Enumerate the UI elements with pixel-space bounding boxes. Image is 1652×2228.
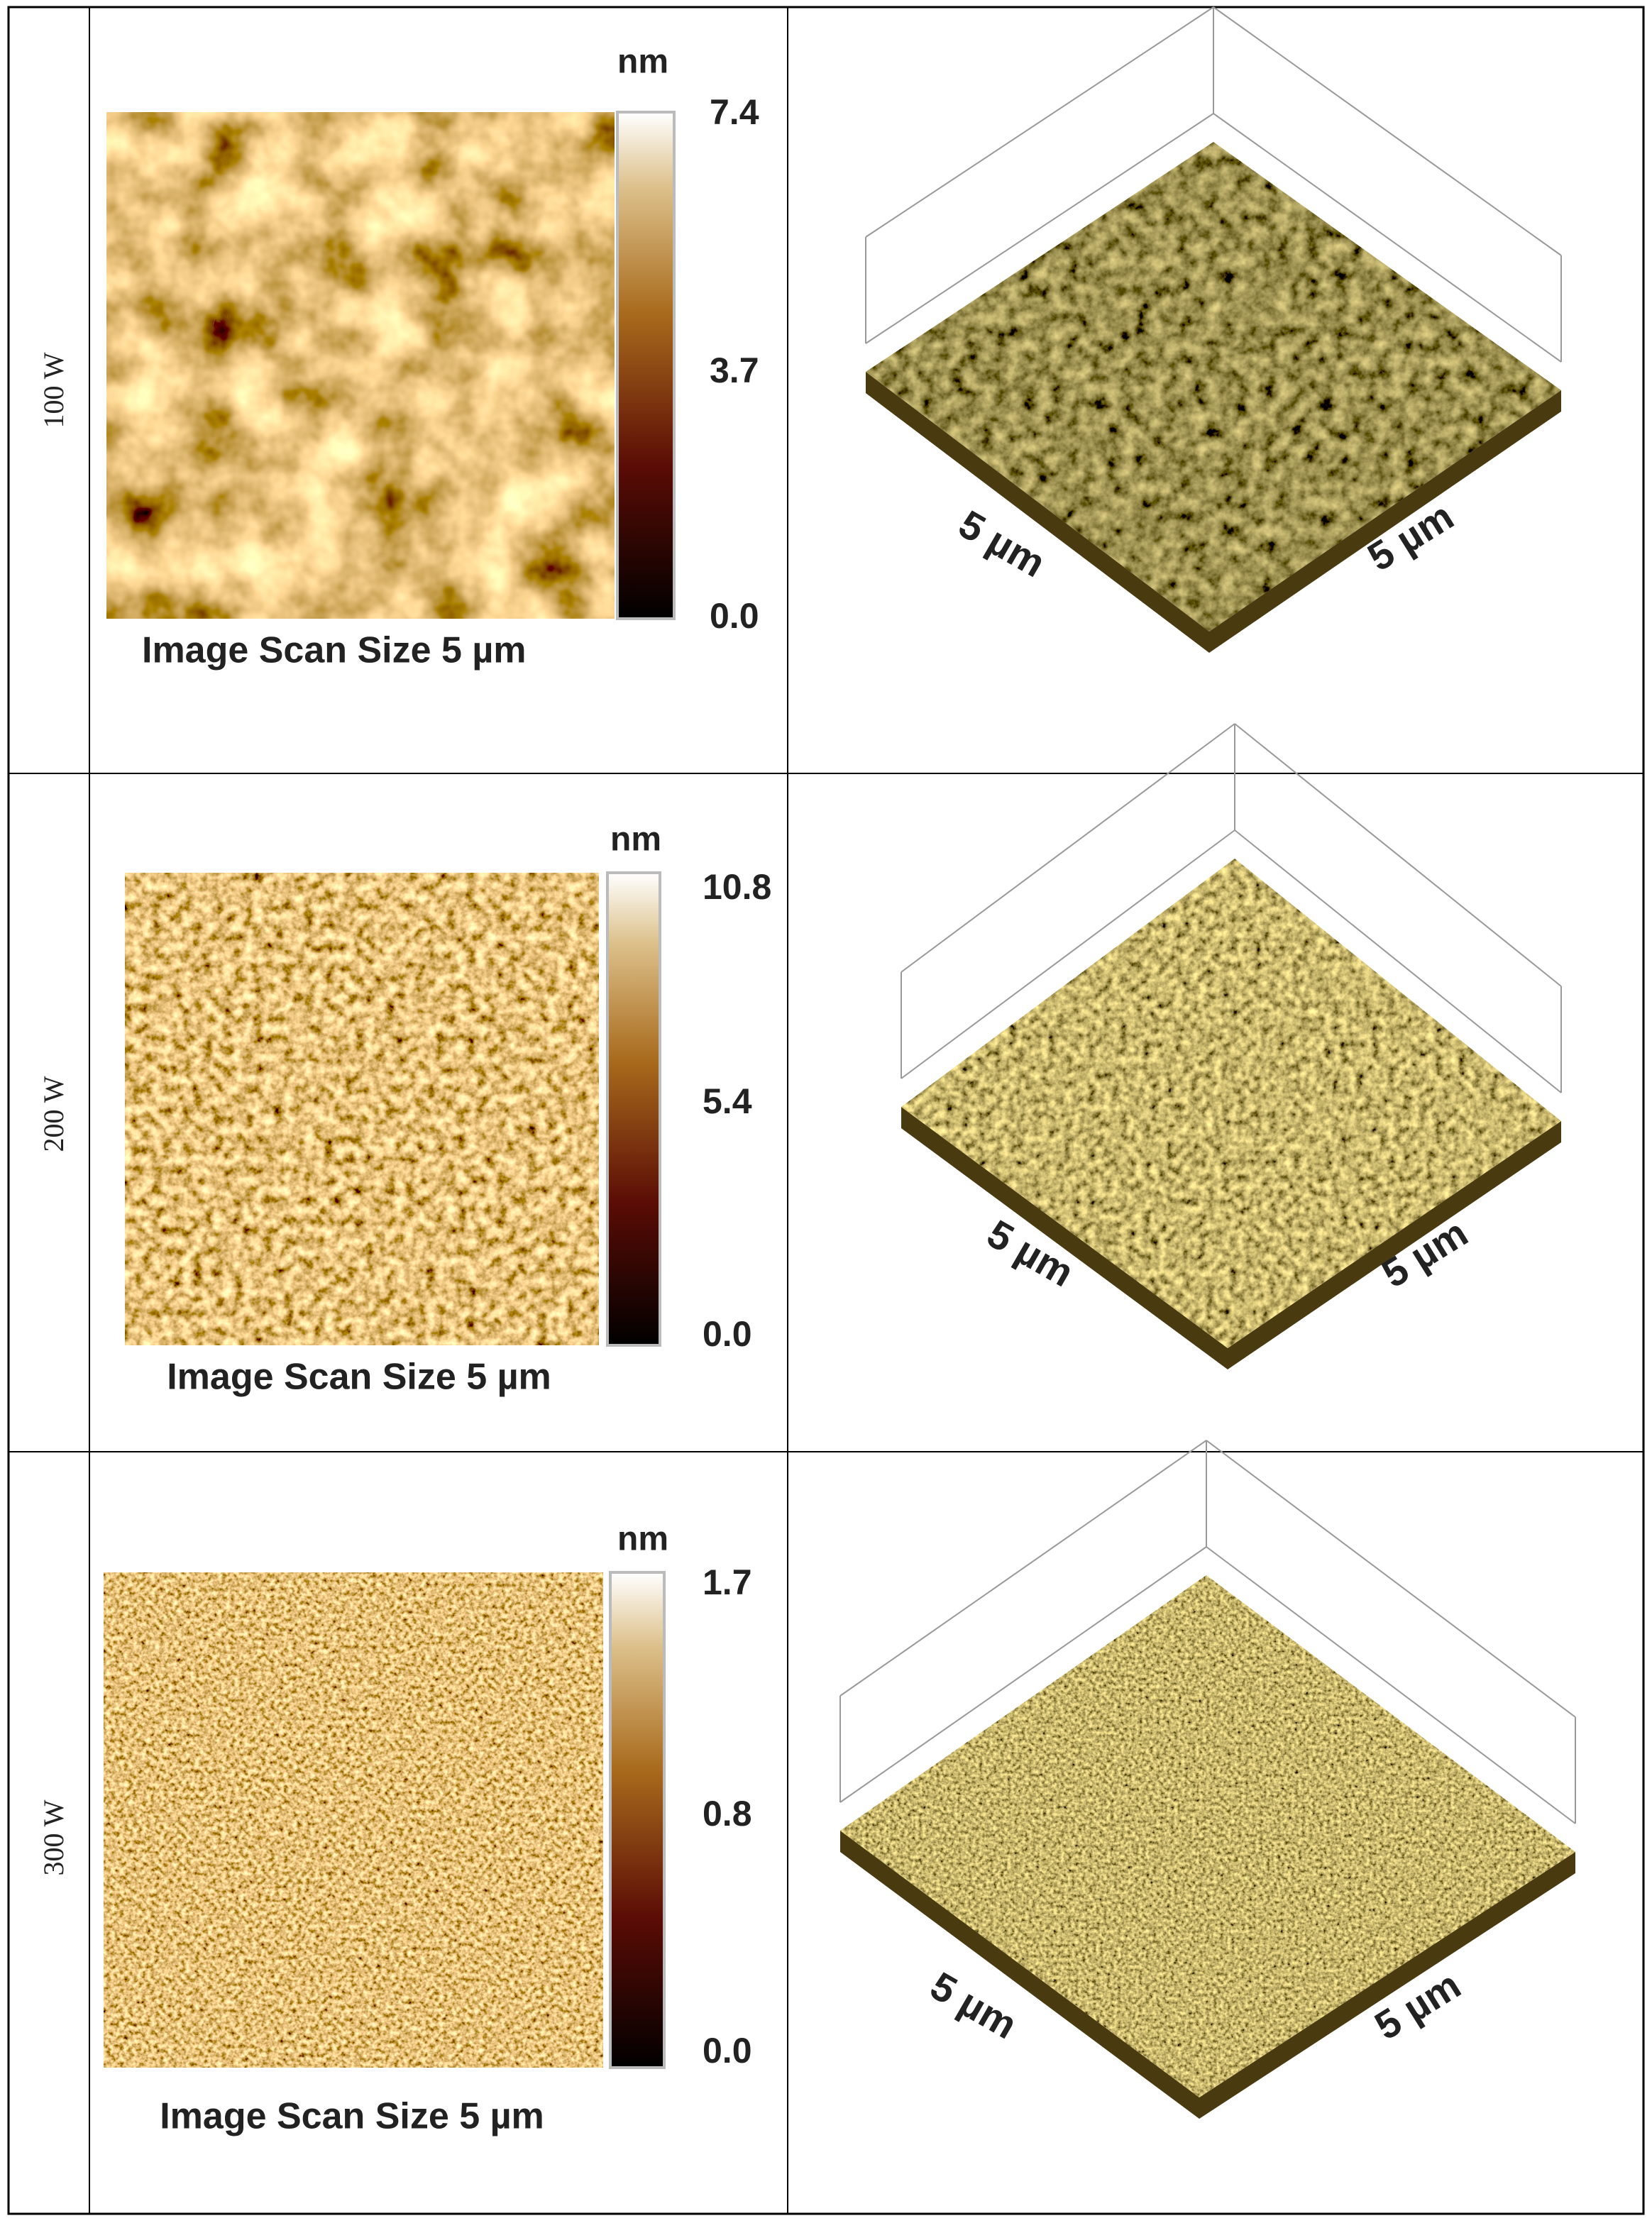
color-bar-tick: 0.0 [703,1314,752,1354]
row-label: 100 W [38,352,70,428]
color-bar [609,1571,666,2069]
afm-height-map [102,1571,605,2069]
color-bar-tick: 1.7 [703,1562,752,1602]
color-bar-tick: 5.4 [703,1081,752,1121]
afm-height-map [123,871,600,1347]
color-bar-unit: nm [617,1521,668,1558]
axis-box-line [1206,1440,1576,1718]
afm-3d-surface [866,142,1561,632]
axis-box-line [1213,6,1562,256]
axis-box-line [839,1546,1207,1803]
color-bar-tick: 10.8 [703,867,771,907]
axis-box-line [901,723,1235,973]
axis-box-line [839,1440,1207,1697]
row-label: 300 W [38,1799,70,1875]
afm-3d-surface [901,859,1561,1348]
color-bar-tick: 7.4 [710,92,759,132]
color-bar [606,871,661,1347]
afm-height-map [105,111,616,620]
color-bar-tick: 3.7 [710,351,759,390]
axis-box-line [1213,113,1562,363]
color-bar [616,111,676,620]
axis-box-line [1234,723,1562,987]
row-label: 200 W [38,1076,70,1152]
color-bar-tick: 0.0 [703,2031,752,2070]
axis-box-line [865,113,1214,344]
afm-3d-surface [840,1575,1575,2097]
axis-box-line [1206,1546,1576,1824]
image-caption: Image Scan Size 5 µm [160,2096,544,2137]
table-border [7,6,1645,2215]
color-bar-unit: nm [610,821,661,859]
axis-box-line [865,6,1214,238]
axis-box-line [901,829,1235,1079]
axis-box-line [1234,829,1562,1093]
color-bar-tick: 0.0 [710,596,759,636]
image-caption: Image Scan Size 5 µm [142,630,527,671]
color-bar-unit: nm [617,43,668,81]
image-caption: Image Scan Size 5 µm [167,1357,551,1398]
color-bar-tick: 0.8 [703,1794,752,1833]
